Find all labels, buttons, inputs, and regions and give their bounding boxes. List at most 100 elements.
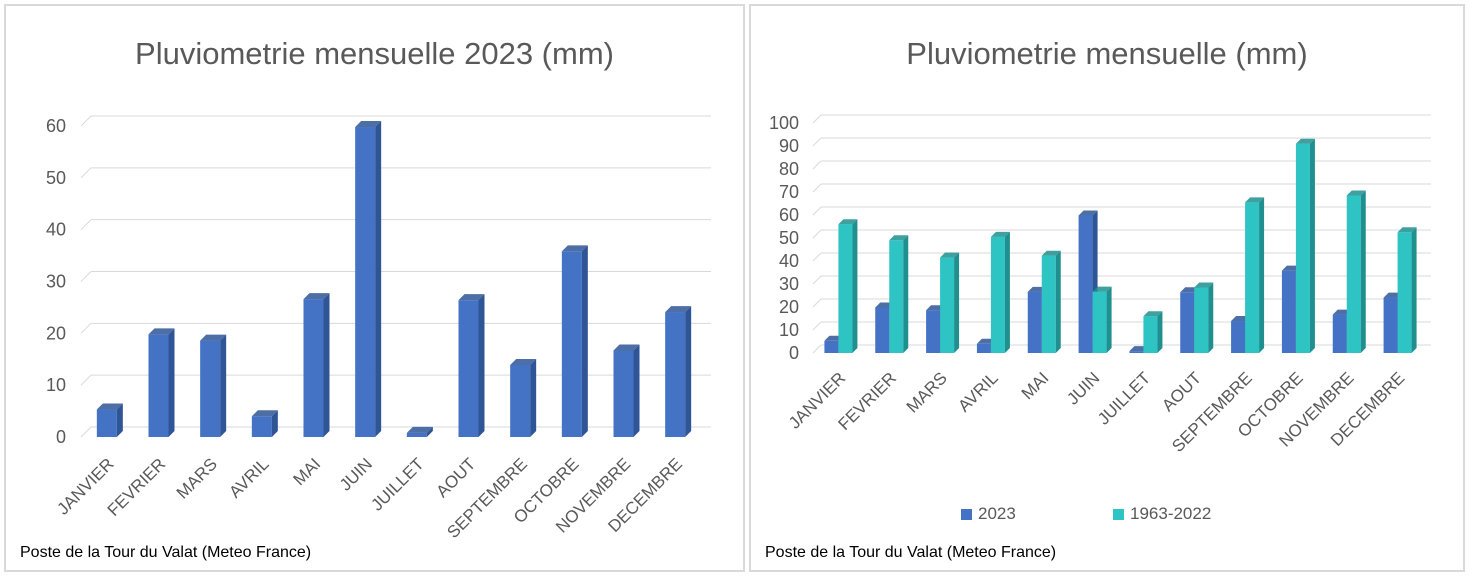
x-tick-label: JUIN <box>1063 368 1103 408</box>
bar-side <box>1208 282 1214 353</box>
y-tick-label: 100 <box>769 113 799 133</box>
gridline-diag <box>812 183 822 193</box>
bar-side <box>1106 286 1112 353</box>
gridline-diag <box>812 206 822 216</box>
bar-top <box>561 245 588 252</box>
bar-front <box>303 299 324 437</box>
bar-side <box>1157 311 1163 353</box>
gridline-diag <box>812 321 822 331</box>
bar-side <box>1411 227 1417 353</box>
bar-front <box>990 236 1005 353</box>
x-tick-label: MAI <box>290 454 325 489</box>
bar-front <box>1295 143 1310 353</box>
bar-top <box>406 426 433 433</box>
bar-front <box>1397 232 1412 353</box>
bar-front <box>1245 202 1260 353</box>
gridline-diag <box>812 229 822 239</box>
bar-front <box>458 300 479 437</box>
bar-front <box>406 432 427 437</box>
bar-top <box>1245 197 1265 203</box>
bar-top <box>838 219 858 225</box>
bar-side <box>685 306 692 437</box>
x-tick-label: MARS <box>903 368 951 416</box>
legend-label-2023: 2023 <box>978 504 1016 523</box>
bar-top <box>303 293 330 300</box>
x-tick-label: JUILLET <box>367 454 427 514</box>
x-tick-label: AOUT <box>432 454 479 501</box>
gridline-diag <box>812 298 822 308</box>
x-tick-label: AVRIL <box>954 368 1001 415</box>
bar-top <box>251 410 278 417</box>
bar-top <box>148 328 175 335</box>
bar-front <box>875 307 890 353</box>
gridline-diag <box>812 114 822 124</box>
bar-front <box>1092 291 1107 353</box>
bar-side <box>581 245 588 437</box>
bar-front <box>926 310 941 353</box>
bar-top <box>990 231 1010 237</box>
bar-front <box>824 340 839 353</box>
gridline-diag <box>812 137 822 147</box>
right-chart-panel: Pluviometrie mensuelle (mm) 0 10 20 30 40 50 6… <box>749 4 1465 572</box>
bar-front <box>940 257 955 353</box>
bar-front <box>665 312 686 437</box>
bar-front <box>613 350 634 437</box>
y-tick-label: 0 <box>789 343 799 363</box>
x-tick-label: JUILLET <box>1094 368 1154 428</box>
bar-side <box>903 235 909 353</box>
bar-side <box>271 410 278 437</box>
y-tick-label: 40 <box>779 251 799 271</box>
y-tick-label: 30 <box>779 274 799 294</box>
bar-front <box>510 364 531 437</box>
y-tick-label: 20 <box>779 297 799 317</box>
bar-front <box>889 240 904 353</box>
gridline-diag <box>812 252 822 262</box>
gridline-diag <box>812 344 822 354</box>
left-chart-title: Pluviometrie mensuelle 2023 (mm) <box>135 36 614 71</box>
bar-side <box>323 293 330 437</box>
gridline-diag <box>80 219 92 231</box>
x-tick-label: JUIN <box>336 454 376 494</box>
right-chart-source: Poste de la Tour du Valat (Meteo France) <box>765 544 1057 561</box>
gridline-diag <box>80 426 92 438</box>
y-tick-label: 70 <box>779 182 799 202</box>
bar-top <box>96 403 123 410</box>
bar-top <box>665 306 692 313</box>
bar-front <box>1129 351 1144 353</box>
bar-side <box>1360 190 1366 353</box>
bar-front <box>1041 255 1056 353</box>
gridline-diag <box>812 275 822 285</box>
x-tick-label: AOUT <box>1158 368 1205 415</box>
bar-front <box>1281 270 1296 353</box>
y-tick-label: 10 <box>46 375 66 395</box>
y-tick-label: 60 <box>46 116 66 136</box>
gridline-diag <box>812 160 822 170</box>
bar-side <box>1309 138 1315 353</box>
legend-label-1963-2022: 1963-2022 <box>1130 504 1212 523</box>
bar-top <box>1078 210 1098 216</box>
left-chart-panel: Pluviometrie mensuelle 2023 (mm) 0 10 20 30… <box>4 4 745 572</box>
y-tick-label: 20 <box>46 323 66 343</box>
y-tick-label: 30 <box>46 272 66 292</box>
bar-top <box>1295 138 1315 144</box>
bar-front <box>355 127 376 437</box>
bar-top <box>940 252 960 258</box>
bar-top <box>1194 282 1214 288</box>
bar-side <box>375 121 382 437</box>
legend-swatch-1963-2022 <box>1113 508 1124 520</box>
bar-front <box>1332 314 1347 353</box>
gridline-diag <box>80 322 92 334</box>
y-tick-label: 90 <box>779 136 799 156</box>
bar-side <box>168 328 175 437</box>
bar-top <box>200 334 227 341</box>
bar-front <box>251 416 272 437</box>
x-tick-label: AVRIL <box>225 454 272 501</box>
bar-front <box>1383 297 1398 353</box>
y-tick-label: 50 <box>779 228 799 248</box>
bar-side <box>1259 197 1265 353</box>
bar-front <box>838 224 853 353</box>
x-tick-label: MARS <box>173 454 221 502</box>
left-chart-source: Poste de la Tour du Valat (Meteo France) <box>20 544 312 561</box>
